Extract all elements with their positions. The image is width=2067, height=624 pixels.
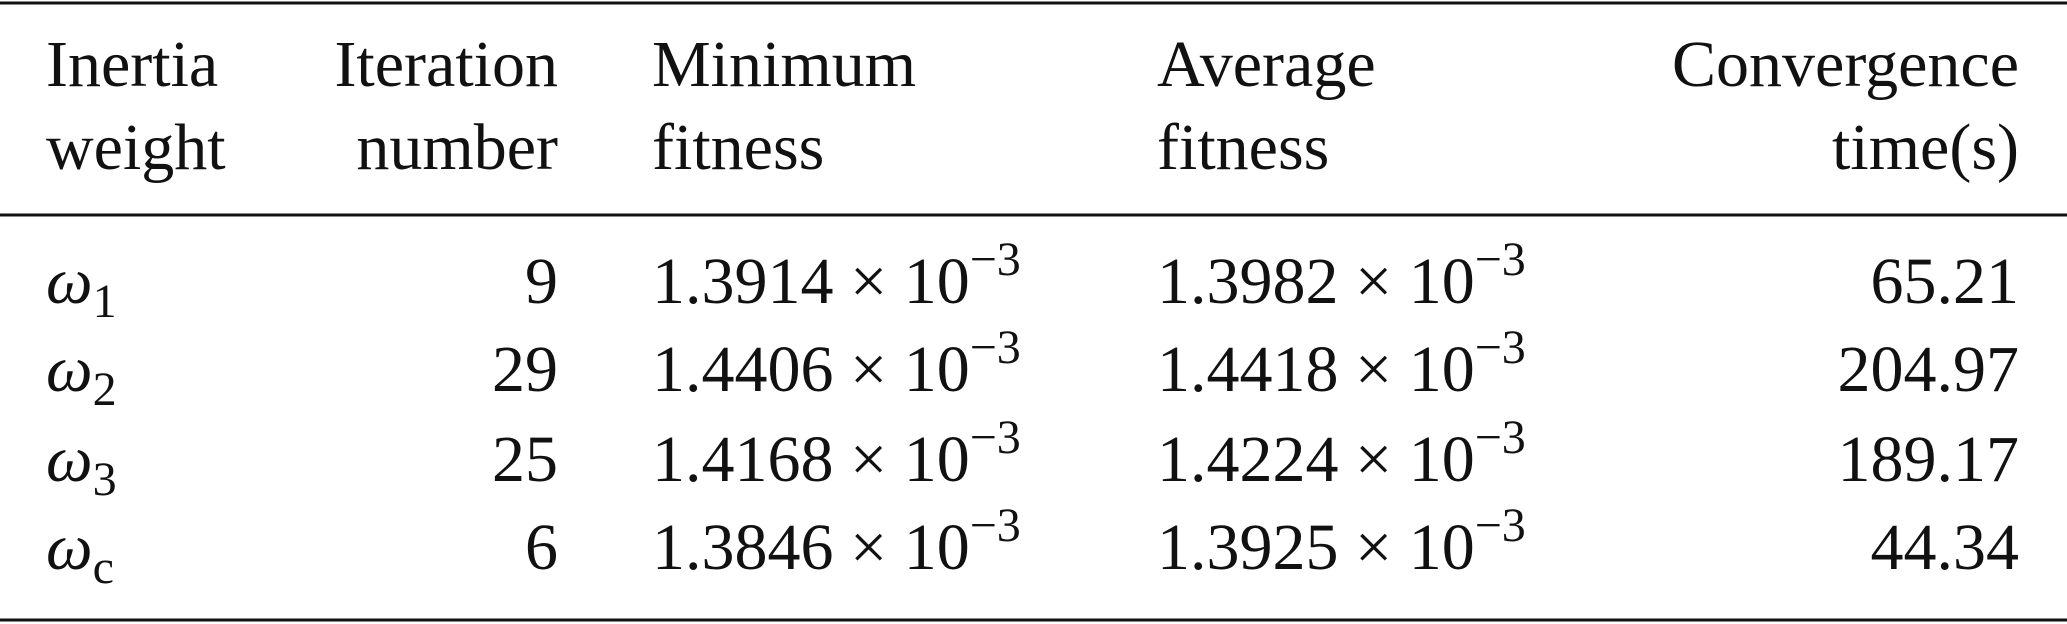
exponent: −3 <box>1475 499 1526 552</box>
header-cell: weight <box>46 111 226 184</box>
header-cell: fitness <box>652 111 824 184</box>
symbol: ω <box>46 511 93 584</box>
cell: 9 <box>525 245 558 318</box>
mantissa: 1.4224 × 10 <box>1157 423 1475 496</box>
symbol: ω <box>46 245 93 318</box>
header-cell: number <box>356 111 558 184</box>
cell: 1.4168 × 10−3 <box>652 411 1021 496</box>
mantissa: 1.4418 × 10 <box>1157 333 1475 406</box>
mantissa: 1.3982 × 10 <box>1157 245 1475 318</box>
header-cell: Convergence <box>1672 28 2019 101</box>
cell: 1.4224 × 10−3 <box>1157 411 1526 496</box>
exponent: −3 <box>970 321 1021 374</box>
mantissa: 1.4406 × 10 <box>652 333 970 406</box>
symbol: ω <box>46 423 93 496</box>
cell: 204.97 <box>1838 333 2020 406</box>
cell: 189.17 <box>1838 423 2020 496</box>
header-cell: time(s) <box>1832 111 2019 184</box>
header-cell: Minimum <box>652 28 916 101</box>
exponent: −3 <box>1475 411 1526 464</box>
cell: ω2 <box>46 333 117 416</box>
symbol: ω <box>46 333 93 406</box>
header-cell: Average <box>1157 28 1376 101</box>
exponent: −3 <box>970 499 1021 552</box>
header-cell: Iteration <box>334 28 558 101</box>
subscript: 3 <box>93 453 117 506</box>
mantissa: 1.4168 × 10 <box>652 423 970 496</box>
mantissa: 1.3914 × 10 <box>652 245 970 318</box>
mantissa: 1.3925 × 10 <box>1157 511 1475 584</box>
cell: 1.3846 × 10−3 <box>652 499 1021 584</box>
cell: 29 <box>492 333 558 406</box>
cell: 6 <box>525 511 558 584</box>
cell: 1.3925 × 10−3 <box>1157 499 1526 584</box>
subscript: c <box>93 541 114 594</box>
exponent: −3 <box>1475 233 1526 286</box>
cell: ωc <box>46 511 114 594</box>
cell: 1.3982 × 10−3 <box>1157 233 1526 318</box>
exponent: −3 <box>1475 321 1526 374</box>
cell: 1.3914 × 10−3 <box>652 233 1021 318</box>
cell: 44.34 <box>1871 511 2020 584</box>
exponent: −3 <box>970 233 1021 286</box>
cell: ω3 <box>46 423 117 506</box>
cell: 1.4418 × 10−3 <box>1157 321 1526 406</box>
header-cell: fitness <box>1157 111 1329 184</box>
cell: 65.21 <box>1871 245 2020 318</box>
cell: 1.4406 × 10−3 <box>652 321 1021 406</box>
mantissa: 1.3846 × 10 <box>652 511 970 584</box>
subscript: 1 <box>93 275 117 328</box>
cell: 25 <box>492 423 558 496</box>
exponent: −3 <box>970 411 1021 464</box>
cell: ω1 <box>46 245 117 328</box>
header-cell: Inertia <box>46 28 218 101</box>
subscript: 2 <box>93 363 117 416</box>
